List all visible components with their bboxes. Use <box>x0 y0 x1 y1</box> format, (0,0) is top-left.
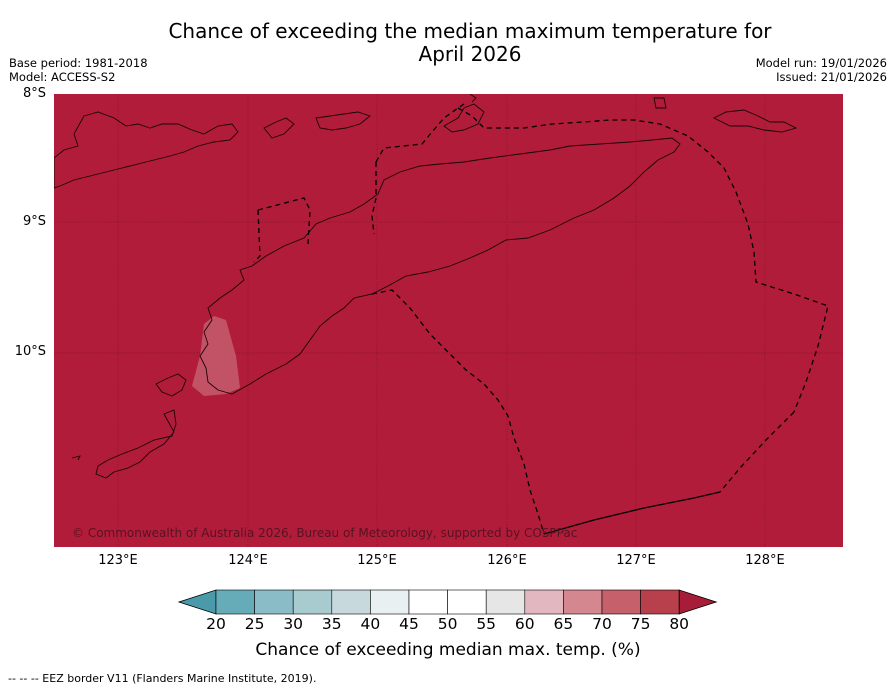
colorbar-cell <box>640 589 680 615</box>
colorbar-tick-label: 60 <box>514 615 535 633</box>
coastlines <box>53 93 798 479</box>
colorbar-tick-label: 45 <box>399 615 419 633</box>
meta-right: Model run: 19/01/2026 Issued: 21/01/2026 <box>756 56 887 84</box>
lon-label-124e: 124°E <box>228 553 268 568</box>
map-svg <box>53 93 843 547</box>
map-title: Chance of exceeding the median maximum t… <box>100 20 840 66</box>
model-name: Model: ACCESS-S2 <box>9 70 116 84</box>
eez-footer: -- -- -- EEZ border V11 (Flanders Marine… <box>8 672 317 685</box>
colorbar-cell <box>292 589 333 615</box>
colorbar-tick-label: 65 <box>553 615 574 633</box>
colorbar-tick-label: 40 <box>360 615 381 633</box>
map-background <box>54 94 843 547</box>
colorbar-tick-label: 50 <box>437 615 458 633</box>
colorbar-tick-label: 35 <box>321 615 342 633</box>
meta-left: Base period: 1981-2018 Model: ACCESS-S2 <box>9 56 148 84</box>
colorbar-label: Chance of exceeding median max. temp. (%… <box>255 640 641 660</box>
model-run: Model run: 19/01/2026 <box>755 56 887 70</box>
colorbar-cell <box>331 589 371 615</box>
eez-border <box>253 103 829 535</box>
colorbar-cells <box>178 589 718 615</box>
colorbar-cell <box>563 589 603 615</box>
colorbar-tick-label: 25 <box>244 615 265 633</box>
colorbar-tick-label: 30 <box>283 615 304 633</box>
lat-label-9s: 9°S <box>22 214 46 229</box>
colorbar-cell <box>485 589 526 615</box>
base-period: Base period: 1981-2018 <box>9 56 148 70</box>
issued-date: Issued: 21/01/2026 <box>776 70 887 84</box>
lon-label-128e: 128°E <box>745 553 785 568</box>
lon-label-125e: 125°E <box>357 553 397 568</box>
eez-south-solid <box>543 491 721 535</box>
map-area[interactable] <box>53 93 843 547</box>
colorbar-arrow-low <box>178 589 217 615</box>
colorbar-cell <box>601 589 641 615</box>
probability-patch <box>192 316 240 396</box>
colorbar-cell <box>215 589 255 615</box>
colorbar-tick-label: 20 <box>206 615 226 633</box>
colorbar-cell <box>524 589 564 615</box>
title-line-2: April 2026 <box>418 42 522 66</box>
colorbar-cell <box>408 589 448 615</box>
lon-label-127e: 127°E <box>616 553 656 568</box>
colorbar-tick-label: 80 <box>669 615 690 633</box>
colorbar-arrow-high <box>678 589 718 615</box>
colorbar-cell <box>254 589 294 615</box>
colorbar-cell <box>447 589 487 615</box>
colorbar <box>178 589 718 615</box>
lat-label-10s: 10°S <box>14 344 46 359</box>
lon-label-123e: 123°E <box>98 553 138 568</box>
title-line-1: Chance of exceeding the median maximum t… <box>168 19 772 43</box>
gridlines <box>54 94 843 547</box>
lat-label-8s: 8°S <box>22 86 46 101</box>
copyright-notice: © Commonwealth of Australia 2026, Bureau… <box>72 526 578 540</box>
colorbar-tick-label: 75 <box>630 615 651 633</box>
colorbar-cell <box>370 589 410 615</box>
colorbar-tick-label: 70 <box>592 615 612 633</box>
lon-label-126e: 126°E <box>487 553 527 568</box>
colorbar-tick-label: 55 <box>476 615 497 633</box>
